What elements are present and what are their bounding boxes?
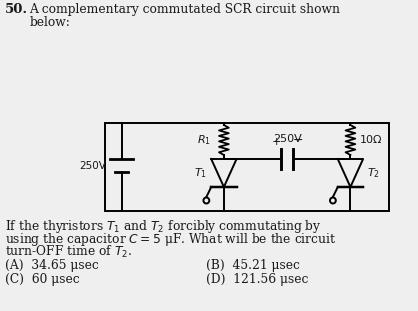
Text: below:: below: — [29, 16, 70, 29]
Text: $T_1$: $T_1$ — [194, 166, 207, 180]
Text: $T_2$: $T_2$ — [367, 166, 380, 180]
Text: 250V: 250V — [79, 161, 106, 171]
Text: 250V: 250V — [273, 134, 301, 144]
Bar — [105, 123, 389, 211]
Text: (A)  34.65 μsec: (A) 34.65 μsec — [5, 259, 99, 272]
Text: If the thyristors $T_1$ and $T_2$ forcibly commutating by: If the thyristors $T_1$ and $T_2$ forcib… — [5, 218, 321, 235]
Text: 50.: 50. — [5, 3, 28, 16]
Text: (D)  121.56 μsec: (D) 121.56 μsec — [206, 273, 309, 286]
Text: 10Ω: 10Ω — [360, 135, 382, 145]
Text: $R_1$: $R_1$ — [197, 133, 211, 147]
Text: A complementary commutated SCR circuit shown: A complementary commutated SCR circuit s… — [29, 3, 340, 16]
Text: (C)  60 μsec: (C) 60 μsec — [5, 273, 79, 286]
Text: (B)  45.21 μsec: (B) 45.21 μsec — [206, 259, 300, 272]
Text: −: − — [293, 134, 303, 147]
Text: using the capacitor $C = 5$ μF. What will be the circuit: using the capacitor $C = 5$ μF. What wil… — [5, 231, 336, 248]
Text: turn-OFF time of $T_2$.: turn-OFF time of $T_2$. — [5, 244, 132, 260]
Text: +: + — [272, 137, 281, 147]
